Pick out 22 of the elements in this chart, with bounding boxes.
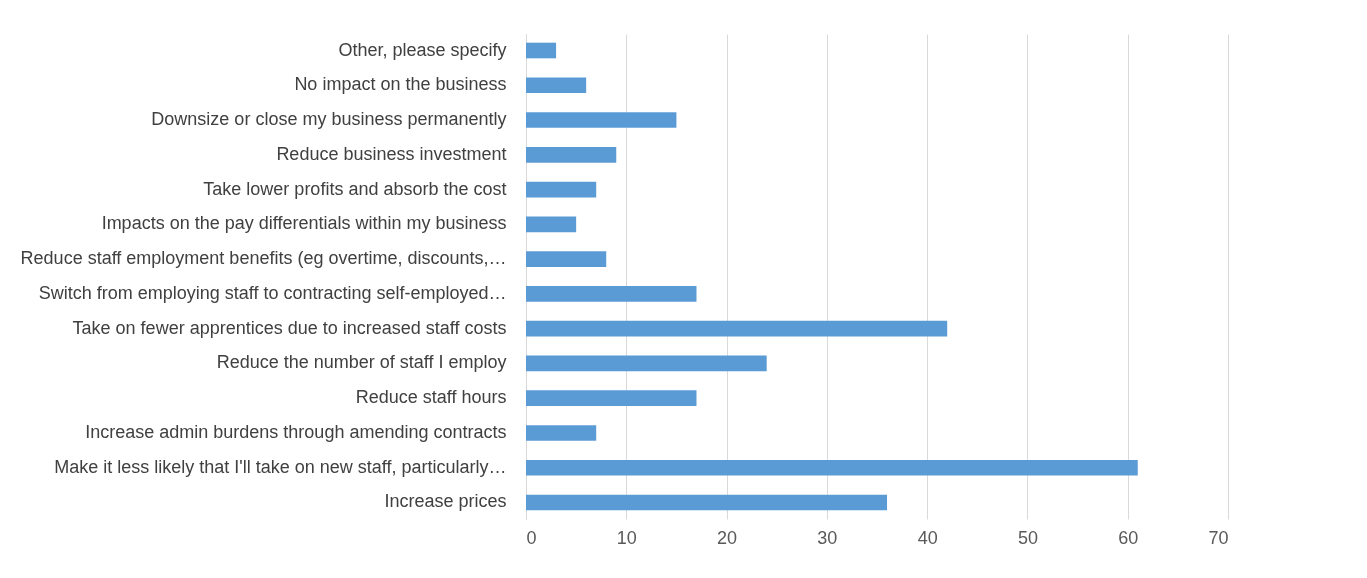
y-tick-label: Take lower profits and absorb the cost	[203, 178, 507, 199]
y-tick-label: Reduce business investment	[276, 143, 507, 164]
x-tick-label: 60	[1118, 527, 1139, 548]
y-tick-label: Reduce staff hours	[355, 387, 507, 408]
y-tick-label: Other, please specify	[338, 39, 507, 60]
x-tick-label: 40	[917, 527, 938, 548]
y-tick-label: Switch from employing staff to contracting self-employed…	[38, 282, 507, 303]
x-tick-label: 70	[1208, 527, 1229, 548]
y-tick-label: Make it less likely that I'll take on new staff, particularly…	[54, 456, 507, 477]
y-tick-label: Impacts on the pay differentials within my business	[101, 213, 507, 234]
y-tick-label: Increase prices	[384, 491, 507, 512]
x-tick-label: 10	[616, 527, 637, 548]
y-tick-label: Downsize or close my business permanently	[151, 109, 507, 130]
y-tick-label: Increase admin burdens through amending contracts	[85, 421, 507, 442]
y-tick-label: Take on fewer apprentices due to increased staff costs	[72, 317, 507, 338]
x-tick-label: 0	[526, 527, 537, 548]
x-tick-label: 50	[1017, 527, 1038, 548]
y-tick-label: No impact on the business	[294, 74, 507, 95]
x-tick-label: 30	[817, 527, 838, 548]
y-tick-label: Reduce the number of staff I employ	[216, 352, 507, 373]
x-tick-label: 20	[717, 527, 738, 548]
y-tick-label: Reduce staff employment benefits (eg overtime, discounts,…	[20, 248, 507, 269]
